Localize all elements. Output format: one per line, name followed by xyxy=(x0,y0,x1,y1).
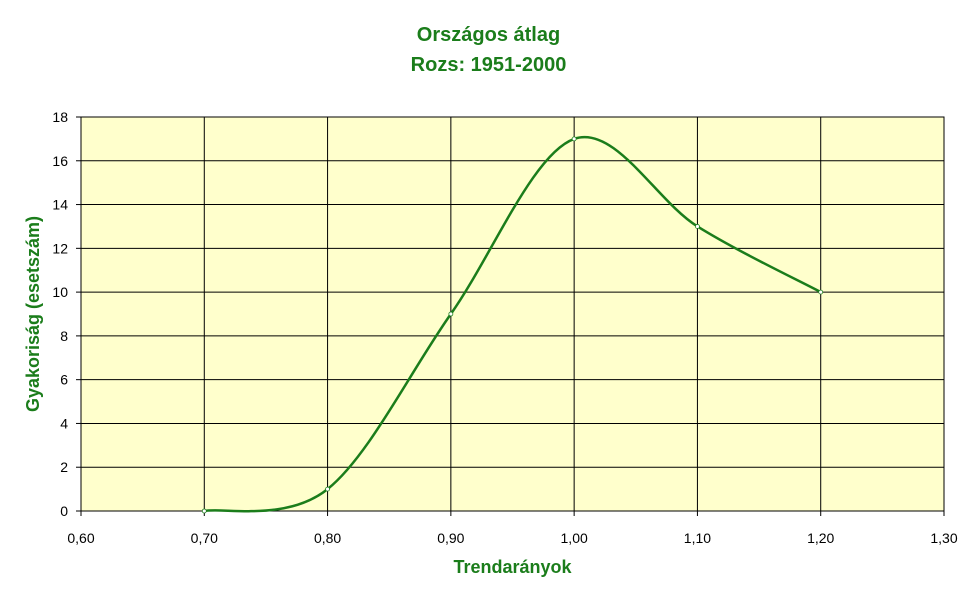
x-axis-title: Trendarányok xyxy=(453,557,572,577)
x-tick-label: 0,70 xyxy=(191,530,218,546)
x-tick-label: 1,30 xyxy=(930,530,957,546)
y-tick-label: 16 xyxy=(52,153,68,169)
data-point xyxy=(571,136,577,142)
y-tick-label: 0 xyxy=(60,503,68,519)
x-tick-label: 0,60 xyxy=(67,530,94,546)
x-tick-label: 0,90 xyxy=(437,530,464,546)
tick-labels: 0,60 0,70 0,80 0,90 1,00 1,10 1,20 1,30 0 2 4 6 8 10 1… xyxy=(52,109,957,546)
data-point xyxy=(695,224,700,229)
data-point xyxy=(325,486,330,492)
plot-area xyxy=(80,116,945,512)
x-tick-label: 0,80 xyxy=(314,530,341,546)
y-tick-label: 4 xyxy=(60,415,68,431)
y-tick-label: 10 xyxy=(52,284,68,300)
x-tick-label: 1,00 xyxy=(561,530,588,546)
chart-title: Országos átlag xyxy=(416,24,561,46)
y-tick-label: 6 xyxy=(60,372,68,388)
data-point xyxy=(201,508,207,514)
y-tick-label: 18 xyxy=(52,109,68,125)
gridlines xyxy=(76,116,945,516)
x-tick-label: 1,20 xyxy=(807,530,834,546)
data-points xyxy=(201,136,824,514)
x-tick-label: 1,10 xyxy=(684,530,711,546)
data-point xyxy=(448,311,454,317)
y-tick-label: 12 xyxy=(52,240,68,256)
chart-subtitle: Rozs: 1951-2000 xyxy=(410,54,567,76)
data-point xyxy=(818,289,824,295)
y-axis-title: Gyakoriság (esetszám) xyxy=(23,216,43,412)
y-tick-label: 8 xyxy=(60,328,68,344)
y-tick-label: 14 xyxy=(52,197,68,213)
y-tick-label: 2 xyxy=(60,459,68,475)
